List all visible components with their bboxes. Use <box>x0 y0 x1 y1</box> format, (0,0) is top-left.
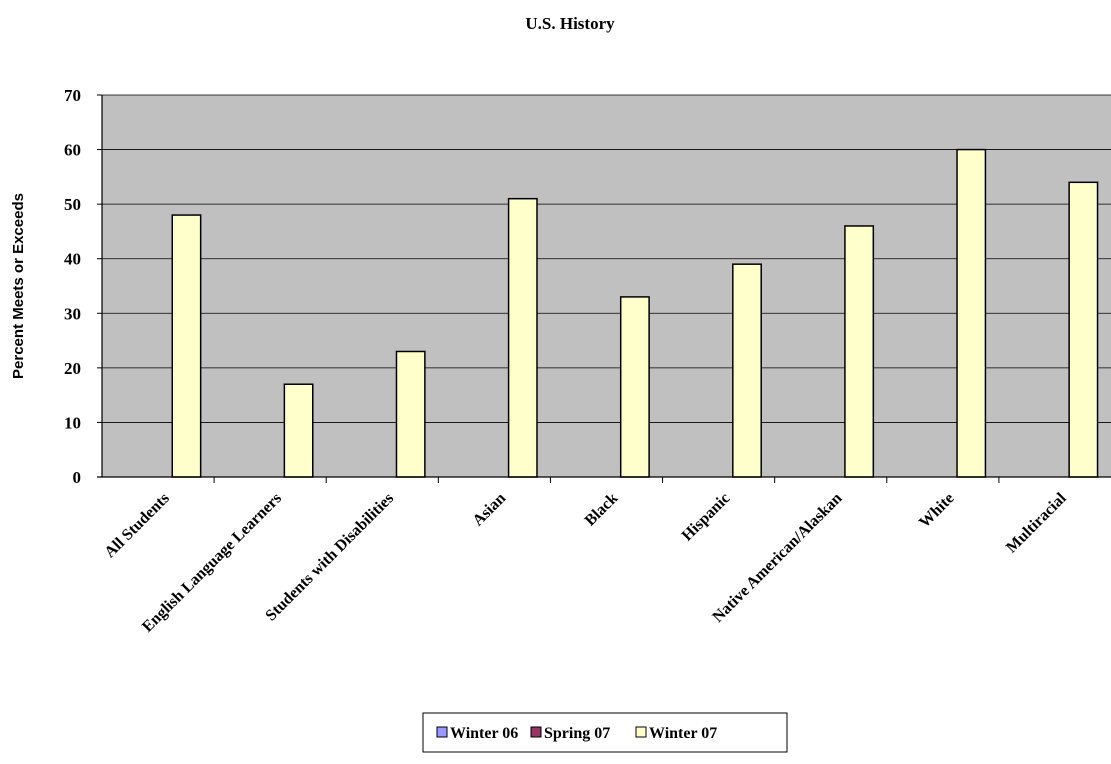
axes <box>97 95 1111 483</box>
y-tick-label-60: 60 <box>64 141 81 160</box>
y-axis-ticks: 0 10 20 30 40 50 60 70 <box>64 86 102 487</box>
bar-white-winter-07 <box>956 148 987 478</box>
x-tick-label-all-students: All Students <box>101 490 172 561</box>
bar-english-language-learners-winter-07 <box>283 383 314 478</box>
legend-swatch-winter-06 <box>436 726 448 738</box>
y-tick-label-20: 20 <box>64 359 81 378</box>
legend-label-spring-07: Spring 07 <box>544 725 610 742</box>
legend-label-winter-06: Winter 06 <box>450 725 518 742</box>
y-tick-label-0: 0 <box>73 468 82 487</box>
legend: Winter 06 Spring 07 Winter 07 <box>422 712 788 753</box>
y-axis-label: Percent Meets or Exceeds <box>10 193 27 379</box>
legend-box <box>422 712 788 753</box>
y-tick-label-30: 30 <box>64 304 81 323</box>
chart-title: U.S. History <box>525 14 615 33</box>
y-tick-label-40: 40 <box>64 250 81 269</box>
y-tick-label-50: 50 <box>64 195 81 214</box>
bar-hispanic-winter-07 <box>732 263 762 478</box>
legend-swatch-spring-07 <box>530 726 542 738</box>
bar-native-american-alaskan-winter-07 <box>844 225 875 478</box>
y-tick-label-70: 70 <box>64 86 81 105</box>
bar-students-with-disabilities-winter-07 <box>395 350 426 478</box>
plot-area <box>102 95 1111 477</box>
x-tick-label-asian: Asian <box>470 490 510 530</box>
bar-asian-winter-07 <box>507 197 538 478</box>
x-tick-label-white: White <box>916 490 958 532</box>
x-tick-label-hispanic: Hispanic <box>679 490 734 545</box>
x-tick-label-students-with-disabilities: Students with Disabilities <box>262 490 397 625</box>
legend-label-winter-07: Winter 07 <box>649 725 717 742</box>
bar-all-students-winter-07 <box>171 214 202 478</box>
legend-swatch-winter-07 <box>635 726 647 738</box>
bars <box>171 148 1099 478</box>
x-tick-label-black: Black <box>582 490 622 530</box>
gridlines <box>102 94 1111 423</box>
bar-black-winter-07 <box>619 296 650 478</box>
x-tick-label-native-american-alaskan: Native American/Alaskan <box>709 490 845 626</box>
bar-multiracial-winter-07 <box>1068 181 1099 478</box>
y-tick-label-10: 10 <box>64 413 81 432</box>
x-tick-label-multiracial: Multiracial <box>1003 489 1070 556</box>
